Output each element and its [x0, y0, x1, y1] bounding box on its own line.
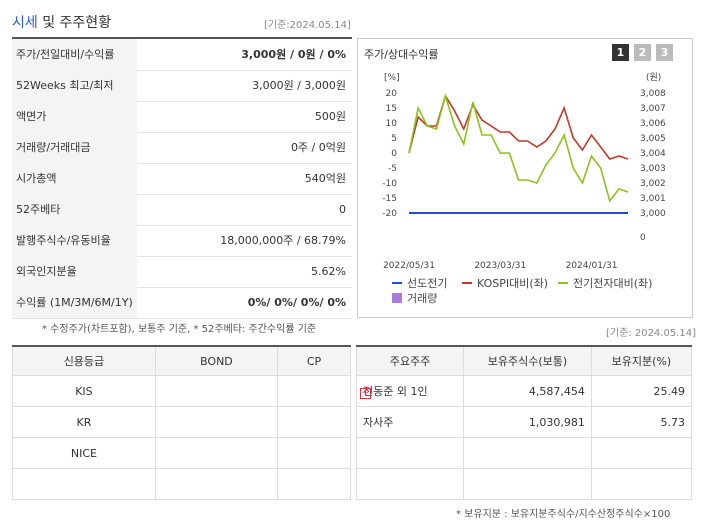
chart-title: 주가/상대수익률: [364, 48, 439, 61]
info-row: 52Weeks 최고/최저 3,000원 / 3,000원: [12, 70, 352, 102]
info-label: 발행주식수/유동비율: [12, 225, 137, 256]
info-label: 외국인지분율: [12, 256, 137, 287]
info-row: 외국인지분율 5.62%: [12, 256, 352, 288]
info-value: 0: [339, 203, 346, 216]
header-row: 주요주주 보유주식수(보통) 보유지분(%): [355, 345, 693, 376]
info-value: 5.62%: [311, 265, 346, 278]
footnote: * 보유지분 : 보유지분주식수/지수산정주식수×100: [456, 509, 671, 520]
header-row: 신용등급 BOND CP: [12, 345, 352, 376]
table-cell: [276, 468, 352, 500]
table-cell: 전동준 외 1인: [355, 375, 465, 407]
table-row: 전동준 외 1인 4,587,454 25.49: [355, 375, 693, 407]
info-row: 거래량/거래대금 0주 / 0억원: [12, 132, 352, 164]
header-cell: CP: [276, 345, 352, 376]
table-cell: [276, 406, 352, 438]
info-value: 3,000원 / 0원 / 0%: [241, 48, 346, 61]
table-cell: 4,587,454: [463, 375, 592, 407]
holder-table: 주요주주 보유주식수(보통) 보유지분(%) 전동준 외 1인 4,587,454 25.…: [355, 345, 693, 500]
table-cell: [12, 468, 156, 500]
header-cell: 보유주식수(보통): [463, 345, 592, 376]
chart-button[interactable]: 2: [634, 44, 651, 61]
info-label: 시가총액: [12, 163, 137, 194]
table-cell: 자사주: [355, 406, 465, 438]
credit-table: 신용등급 BOND CP KIS KR NICE: [12, 345, 352, 500]
table-row: KR: [12, 406, 352, 438]
table-cell: [590, 437, 693, 469]
table-cell: [355, 437, 465, 469]
table-row: NICE: [12, 437, 352, 469]
info-row: 주가/전일대비/수익률 3,000원 / 0원 / 0%: [12, 39, 352, 71]
info-label: 52Weeks 최고/최저: [12, 70, 137, 101]
header-cell: 신용등급: [12, 345, 156, 376]
info-row: 발행주식수/유동비율 18,000,000주 / 68.79%: [12, 225, 352, 257]
info-value: 3,000원 / 3,000원: [252, 79, 346, 92]
info-value: 0%/ 0%/ 0%/ 0%: [247, 296, 346, 309]
title-rest: 및 주주현황: [42, 15, 112, 31]
table-cell: [154, 468, 278, 500]
header-cell: 보유지분(%): [590, 345, 693, 376]
info-label: 거래량/거래대금: [12, 132, 137, 163]
info-value: 500원: [314, 110, 346, 123]
table-cell: 25.49: [590, 375, 693, 407]
table-cell: NICE: [12, 437, 156, 469]
info-label: 주가/전일대비/수익률: [12, 39, 137, 70]
info-label: 52주베타: [12, 194, 137, 225]
title: 시세 및 주주현황: [12, 12, 111, 32]
chart-panel: [357, 38, 693, 318]
table-row: [355, 437, 693, 469]
info-row: 수익률 (1M/3M/6M/1Y) 0%/ 0%/ 0%/ 0%: [12, 287, 352, 319]
table-cell: [463, 437, 592, 469]
chart-button[interactable]: 3: [656, 44, 673, 61]
table-cell: [154, 437, 278, 469]
divider: [12, 37, 352, 39]
table-cell: [154, 406, 278, 438]
table-cell: 1,030,981: [463, 406, 592, 438]
table-cell: 5.73: [590, 406, 693, 438]
info-label: 수익률 (1M/3M/6M/1Y): [12, 287, 137, 318]
info-row: 액면가 500원: [12, 101, 352, 133]
table-row: [355, 468, 693, 500]
info-value: 540억원: [304, 172, 346, 185]
info-row: 52주베타 0: [12, 194, 352, 226]
date: [기준:2024.05.14]: [264, 20, 351, 31]
table-cell: [276, 375, 352, 407]
table-row: [12, 468, 352, 500]
title-main: 시세: [12, 15, 38, 31]
table-row: KIS: [12, 375, 352, 407]
date2: [기준: 2024.05.14]: [606, 328, 697, 339]
info-label: 액면가: [12, 101, 137, 132]
table-cell: KR: [12, 406, 156, 438]
header-cell: 주요주주: [355, 345, 465, 376]
expand-icon: +: [360, 388, 371, 399]
chart-button[interactable]: 1: [612, 44, 629, 61]
table-cell: [463, 468, 592, 500]
table-cell: [355, 468, 465, 500]
table-cell: [154, 375, 278, 407]
table-cell: KIS: [12, 375, 156, 407]
table-cell: [276, 437, 352, 469]
info-row: 시가총액 540억원: [12, 163, 352, 195]
header-cell: BOND: [154, 345, 278, 376]
table-cell: [590, 468, 693, 500]
info-value: 0주 / 0억원: [290, 141, 346, 154]
info-value: 18,000,000주 / 68.79%: [220, 234, 346, 247]
table-row: 자사주 1,030,981 5.73: [355, 406, 693, 438]
note: * 수정주가(차트포함), 보통주 기준, * 52주베타: 주간수익률 기준: [42, 324, 317, 335]
